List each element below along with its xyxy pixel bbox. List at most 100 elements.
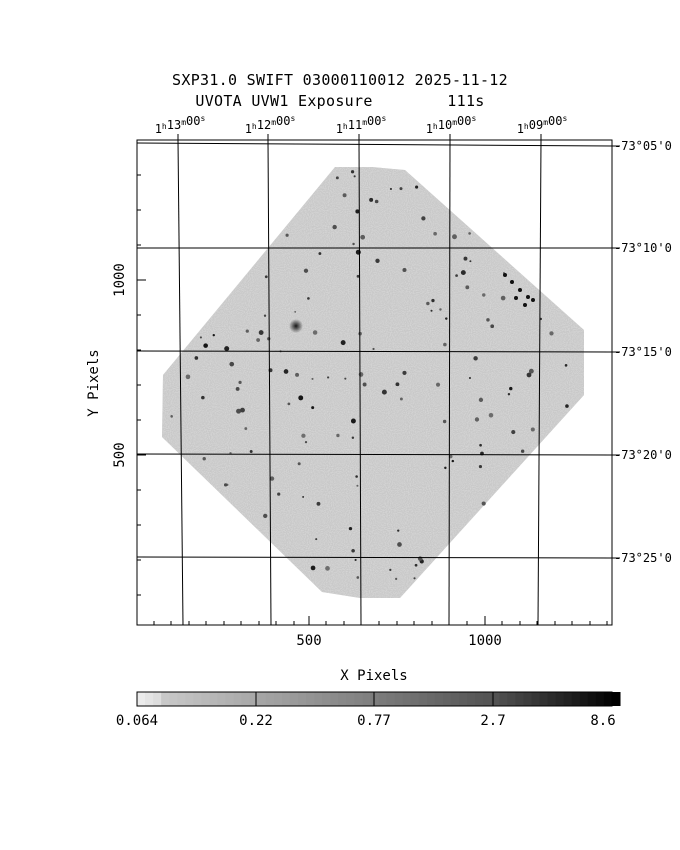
star	[530, 427, 535, 432]
colorbar-segment	[265, 692, 275, 706]
colorbar-segment	[459, 692, 468, 706]
ra-tick-label: 1h13m00s	[155, 114, 206, 136]
colorbar-segment	[306, 692, 315, 706]
star	[249, 450, 253, 453]
colorbar-segment	[547, 692, 557, 706]
star	[451, 459, 455, 463]
ra-tick-labels: 1h13m00s 1h12m00s 1h11m00s 1h10m00s 1h09m00s	[155, 114, 568, 136]
star	[369, 197, 374, 202]
star	[283, 369, 289, 374]
colorbar-segment	[273, 692, 283, 706]
star	[236, 408, 242, 414]
star	[199, 336, 202, 339]
star	[229, 361, 235, 367]
colorbar-segment	[491, 692, 500, 706]
colorbar-segment	[153, 692, 162, 706]
star	[564, 364, 568, 367]
star	[500, 295, 506, 301]
star	[269, 476, 275, 481]
star	[526, 295, 530, 299]
star	[352, 242, 355, 246]
star	[294, 310, 297, 313]
ra-ticks	[177, 134, 542, 140]
star	[435, 382, 441, 387]
colorbar-segment	[354, 692, 363, 706]
coordinate-grid	[136, 139, 613, 626]
colorbar	[137, 692, 621, 706]
star	[510, 280, 514, 284]
image-subtitle: UVOTA UVW1 Exposure 111s	[195, 92, 485, 110]
dec-tick-label: -73°15'0	[614, 345, 672, 359]
colorbar-segment	[362, 692, 371, 706]
colorbar-segment	[483, 692, 492, 706]
star	[360, 234, 366, 240]
colorbar-segment	[434, 692, 444, 706]
extended-source	[289, 319, 303, 333]
star	[443, 342, 447, 347]
colorbar-label: 0.22	[239, 713, 273, 729]
star	[238, 380, 242, 385]
star	[311, 406, 315, 410]
star	[478, 397, 484, 403]
star	[304, 441, 308, 444]
star	[318, 252, 322, 255]
star	[240, 407, 245, 413]
colorbar-segment	[555, 692, 565, 706]
x-tick-label: 500	[296, 633, 321, 649]
x-pixel-ticks	[153, 616, 608, 625]
colorbar-segment	[169, 692, 178, 706]
star	[375, 258, 380, 263]
colorbar-segment	[346, 692, 355, 706]
star	[348, 526, 353, 531]
star	[511, 430, 516, 435]
colorbar-segment	[145, 692, 154, 706]
star	[212, 333, 215, 337]
colorbar-label: 0.064	[116, 713, 158, 729]
exposure-noise	[162, 167, 584, 598]
star	[395, 382, 400, 387]
star	[170, 415, 173, 418]
star	[486, 318, 490, 322]
star	[465, 285, 470, 290]
star	[518, 288, 522, 292]
star	[523, 303, 527, 307]
star	[431, 298, 435, 303]
star	[397, 529, 400, 532]
star	[351, 549, 355, 553]
star	[356, 576, 360, 579]
x-axis-label: X Pixels	[340, 668, 407, 684]
colorbar-segment	[209, 692, 218, 706]
y-pixel-ticks	[137, 174, 146, 596]
colorbar-segment	[418, 692, 428, 706]
colorbar-segment	[249, 692, 259, 706]
star	[399, 397, 403, 401]
colorbar-label: 0.77	[357, 713, 391, 729]
star	[372, 347, 375, 351]
star	[531, 298, 535, 302]
colorbar-segment	[531, 692, 541, 706]
star	[526, 372, 532, 378]
colorbar-segment	[386, 692, 396, 706]
star	[478, 465, 483, 469]
star	[439, 308, 442, 311]
star	[413, 577, 416, 580]
colorbar-segment	[177, 692, 186, 706]
star	[402, 370, 407, 375]
colorbar-segment	[523, 692, 532, 706]
colorbar-segment	[193, 692, 202, 706]
star	[342, 193, 347, 198]
star	[277, 492, 281, 496]
star	[336, 433, 340, 438]
y-axis-label: Y Pixels	[86, 349, 102, 416]
colorbar-segment	[298, 692, 307, 706]
star	[415, 185, 419, 189]
star	[395, 577, 398, 581]
star	[354, 558, 357, 562]
star	[203, 343, 208, 348]
colorbar-segment	[233, 692, 243, 706]
star	[490, 324, 495, 329]
star	[469, 260, 472, 263]
colorbar-segment	[137, 692, 146, 706]
colorbar-label: 8.6	[590, 713, 615, 729]
star	[389, 568, 392, 571]
